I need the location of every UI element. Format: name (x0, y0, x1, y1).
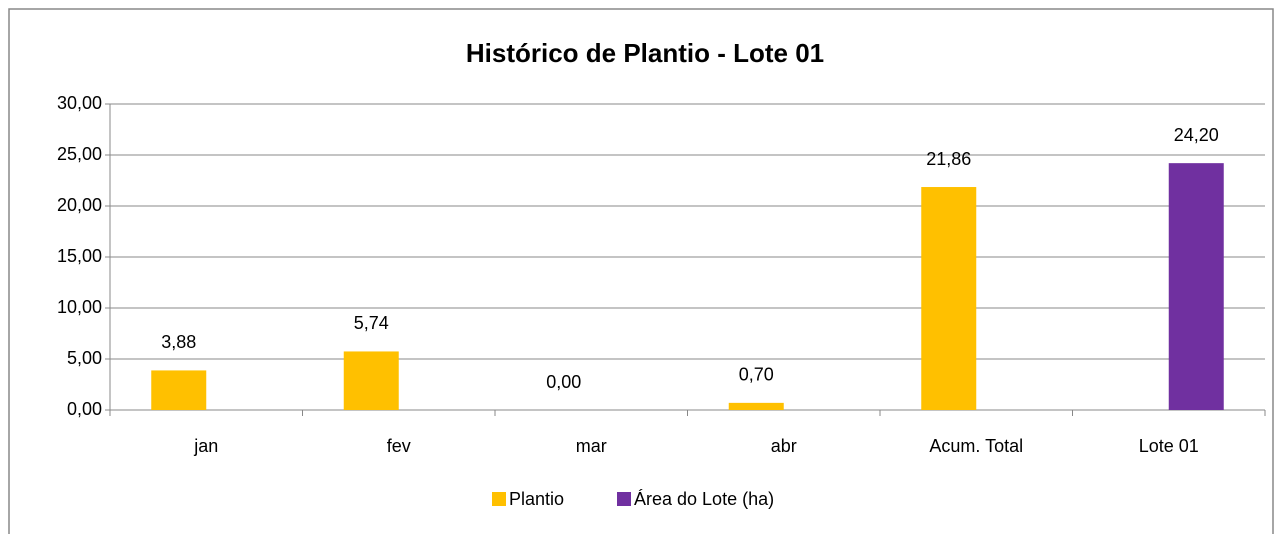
x-tick-label: abr (771, 436, 797, 456)
y-tick-label: 30,00 (57, 93, 102, 113)
bar (151, 370, 207, 410)
data-label: 0,70 (739, 365, 774, 385)
y-tick-label: 10,00 (57, 297, 102, 317)
x-tick-label: mar (576, 436, 607, 456)
x-tick-label: Acum. Total (929, 436, 1023, 456)
y-tick-label: 15,00 (57, 246, 102, 266)
legend-label: Plantio (509, 489, 564, 509)
chart-title: Histórico de Plantio - Lote 01 (466, 38, 824, 68)
y-tick-label: 5,00 (67, 348, 102, 368)
x-tick-label: Lote 01 (1139, 436, 1199, 456)
bar (921, 187, 977, 410)
y-tick-label: 25,00 (57, 144, 102, 164)
data-label: 3,88 (161, 332, 196, 352)
y-tick-label: 0,00 (67, 399, 102, 419)
x-tick-label: fev (387, 436, 411, 456)
data-label: 21,86 (926, 149, 971, 169)
bar (728, 402, 784, 410)
bar (343, 351, 399, 410)
chart-frame (8, 8, 1274, 534)
data-label: 0,00 (546, 372, 581, 392)
bar (1168, 163, 1224, 410)
x-tick-label: jan (193, 436, 218, 456)
y-tick-label: 20,00 (57, 195, 102, 215)
data-label: 5,74 (354, 313, 389, 333)
legend-swatch (492, 492, 506, 506)
legend-swatch (617, 492, 631, 506)
legend-label: Área do Lote (ha) (634, 489, 774, 509)
data-label: 24,20 (1174, 125, 1219, 145)
